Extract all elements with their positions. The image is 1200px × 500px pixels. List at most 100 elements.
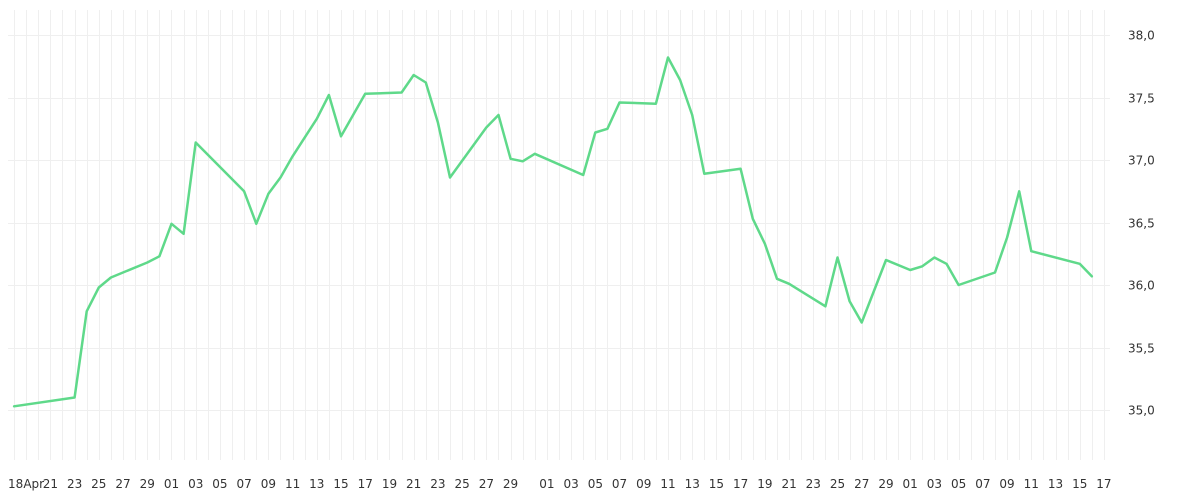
data-point	[182, 232, 186, 236]
data-point	[279, 176, 283, 180]
x-tick-label: 21	[406, 477, 421, 491]
x-tick-label: 01	[903, 477, 918, 491]
x-tick-label: 07	[612, 477, 627, 491]
x-tick-label: 17	[733, 477, 748, 491]
data-point	[194, 141, 198, 145]
x-tick-label: 07	[975, 477, 990, 491]
x-tick-label: 05	[588, 477, 603, 491]
y-tick-label: 37,5	[1128, 92, 1155, 106]
x-tick-label: 23	[806, 477, 821, 491]
x-tick-label: 21	[43, 477, 58, 491]
data-point	[363, 92, 367, 96]
data-point	[993, 271, 997, 275]
y-tick-label: 38,0	[1128, 29, 1155, 43]
x-tick-label: 13	[1048, 477, 1063, 491]
x-tick-label: 15	[709, 477, 724, 491]
data-point	[145, 261, 149, 265]
y-tick-label: 35,0	[1128, 404, 1155, 418]
x-tick-label: 09	[636, 477, 651, 491]
x-tick-label: 29	[878, 477, 893, 491]
x-tick-label: 03	[927, 477, 942, 491]
data-point	[823, 304, 827, 308]
data-point	[266, 192, 270, 196]
horizontal-grid	[8, 35, 1110, 411]
x-tick-label: 15	[1072, 477, 1087, 491]
x-tick-label: 29	[140, 477, 155, 491]
data-point	[242, 189, 246, 193]
x-tick-label: 13	[685, 477, 700, 491]
x-tick-label: 23	[430, 477, 445, 491]
data-point	[73, 396, 77, 400]
x-tick-label: 09	[261, 477, 276, 491]
data-point	[908, 268, 912, 272]
data-point	[1090, 274, 1094, 278]
data-point	[884, 258, 888, 262]
data-point	[109, 276, 113, 280]
series-layer	[12, 56, 1094, 408]
x-tick-label: 19	[757, 477, 772, 491]
data-point	[739, 167, 743, 171]
data-point	[1078, 262, 1082, 266]
y-tick-label: 37,0	[1128, 154, 1155, 168]
data-point	[581, 173, 585, 177]
x-tick-label: 03	[188, 477, 203, 491]
x-tick-label: 19	[382, 477, 397, 491]
data-point	[339, 134, 343, 138]
x-tick-label: 07	[237, 477, 252, 491]
x-tick-label: 27	[854, 477, 869, 491]
data-point	[436, 121, 440, 125]
data-point	[751, 217, 755, 221]
x-tick-label: 05	[951, 477, 966, 491]
x-tick-label: 13	[309, 477, 324, 491]
x-tick-label: 11	[660, 477, 675, 491]
x-tick-label: 27	[115, 477, 130, 491]
data-point	[690, 113, 694, 117]
data-point	[702, 172, 706, 176]
y-axis: 35,0 35,5 36,0 36,5 37,0 37,5 38,0	[1128, 29, 1155, 418]
data-point	[848, 299, 852, 303]
data-point	[170, 222, 174, 226]
x-tick-label: 18Apr	[8, 477, 44, 491]
data-point	[157, 254, 161, 258]
x-tick-label: 17	[358, 477, 373, 491]
data-point	[448, 176, 452, 180]
vertical-grid	[14, 10, 1105, 460]
x-tick-label: 25	[454, 477, 469, 491]
y-tick-label: 36,5	[1128, 217, 1155, 231]
data-point	[291, 154, 295, 158]
data-point	[932, 256, 936, 260]
x-tick-label: 01	[539, 477, 554, 491]
data-point	[860, 321, 864, 325]
x-tick-label: 23	[67, 477, 82, 491]
x-tick-label: 21	[781, 477, 796, 491]
data-point	[412, 73, 416, 77]
data-point	[509, 157, 513, 161]
x-tick-label: 11	[1024, 477, 1039, 491]
data-point	[315, 117, 319, 121]
x-tick-label: 09	[999, 477, 1014, 491]
x-tick-label: 17	[1096, 477, 1111, 491]
data-point	[1029, 249, 1033, 253]
x-tick-label: 03	[563, 477, 578, 491]
data-point	[787, 282, 791, 286]
x-tick-label: 27	[479, 477, 494, 491]
data-point	[97, 286, 101, 290]
data-point	[945, 262, 949, 266]
y-tick-label: 36,0	[1128, 279, 1155, 293]
y-tick-label: 35,5	[1128, 342, 1155, 356]
data-point	[12, 404, 16, 408]
data-point	[666, 56, 670, 60]
data-point	[424, 81, 428, 85]
data-point	[763, 242, 767, 246]
data-point	[920, 264, 924, 268]
data-point	[327, 93, 331, 97]
x-tick-label: 11	[285, 477, 300, 491]
data-point	[400, 91, 404, 95]
data-point	[618, 101, 622, 105]
data-point	[521, 159, 525, 163]
data-point	[605, 127, 609, 131]
x-tick-label: 15	[333, 477, 348, 491]
x-tick-label: 05	[212, 477, 227, 491]
